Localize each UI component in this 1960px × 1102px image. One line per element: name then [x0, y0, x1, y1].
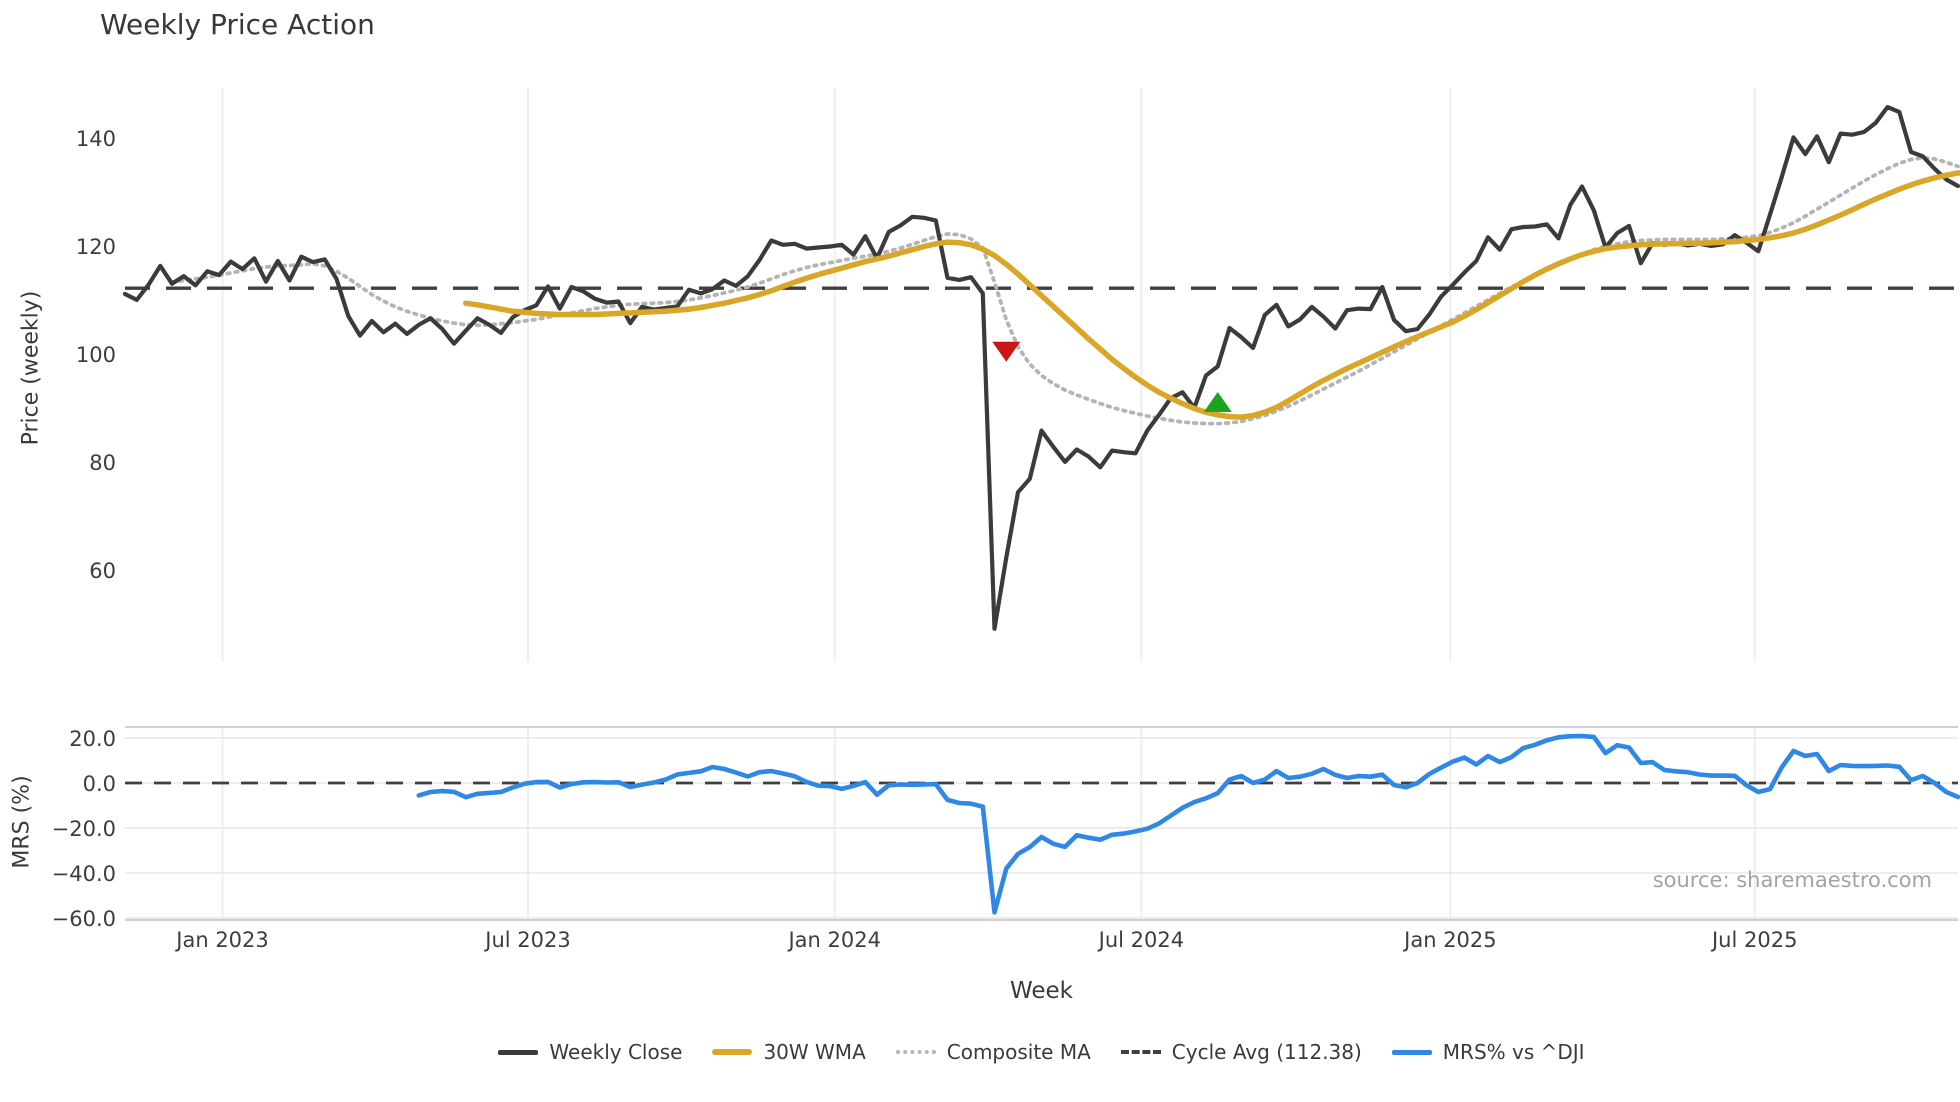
- legend-swatch: [498, 1049, 539, 1055]
- series-30w-wma: [463, 170, 1960, 420]
- legend-swatch: [1391, 1049, 1432, 1055]
- legend-label: MRS% vs ^DJI: [1442, 1040, 1585, 1064]
- x-tick-label: Jul 2024: [1097, 928, 1184, 952]
- chart-title: Weekly Price Action: [100, 8, 375, 41]
- sell-signal-marker: [992, 341, 1021, 362]
- x-tick-label: Jul 2023: [483, 928, 570, 952]
- legend-swatch: [895, 1050, 936, 1054]
- legend-item-cycle-avg-112-38: Cycle Avg (112.38): [1120, 1040, 1362, 1064]
- price-axis-label: Price (weekly): [18, 290, 44, 446]
- buy-signal-marker: [1203, 391, 1232, 412]
- price-y-tick-label: 120: [76, 235, 116, 259]
- mrs-y-tick-label: −20.0: [52, 817, 116, 841]
- x-tick-label: Jan 2024: [786, 928, 881, 952]
- mrs-y-tick-label: 0.0: [83, 772, 116, 796]
- legend-item-composite-ma: Composite MA: [895, 1040, 1091, 1064]
- price-y-tick-label: 100: [76, 343, 116, 367]
- legend-label: 30W WMA: [763, 1040, 866, 1064]
- source-watermark: source: sharemaestro.com: [1652, 868, 1932, 892]
- mrs-y-tick-label: −60.0: [52, 907, 116, 931]
- x-axis-label: Week: [1009, 978, 1073, 1004]
- price-y-tick-label: 60: [89, 559, 116, 583]
- legend: Weekly Close 30W WMA Composite MA Cycle Avg…: [125, 1040, 1958, 1064]
- legend-item-30w-wma: 30W WMA: [712, 1040, 866, 1064]
- mrs-axis-label: MRS (%): [9, 775, 35, 869]
- legend-swatch: [712, 1049, 753, 1055]
- x-tick-label: Jul 2025: [1710, 928, 1797, 952]
- mrs-y-tick-label: 20.0: [69, 727, 116, 751]
- series-composite-ma: [170, 155, 1960, 426]
- legend-label: Weekly Close: [549, 1040, 683, 1064]
- x-tick-label: Jan 2023: [174, 928, 269, 952]
- series-mrs-vs-dji: [416, 733, 1960, 915]
- legend-label: Cycle Avg (112.38): [1171, 1040, 1362, 1064]
- legend-item-weekly-close: Weekly Close: [498, 1040, 682, 1064]
- price-y-tick-label: 140: [76, 127, 116, 151]
- legend-swatch: [1120, 1050, 1161, 1054]
- x-tick-label: Jan 2025: [1402, 928, 1497, 952]
- mrs-y-tick-label: −40.0: [52, 862, 116, 886]
- price-y-tick-label: 80: [89, 451, 116, 475]
- legend-label: Composite MA: [946, 1040, 1091, 1064]
- series-weekly-close: [122, 104, 1960, 631]
- legend-item-mrs-vs-dji: MRS% vs ^DJI: [1391, 1040, 1585, 1064]
